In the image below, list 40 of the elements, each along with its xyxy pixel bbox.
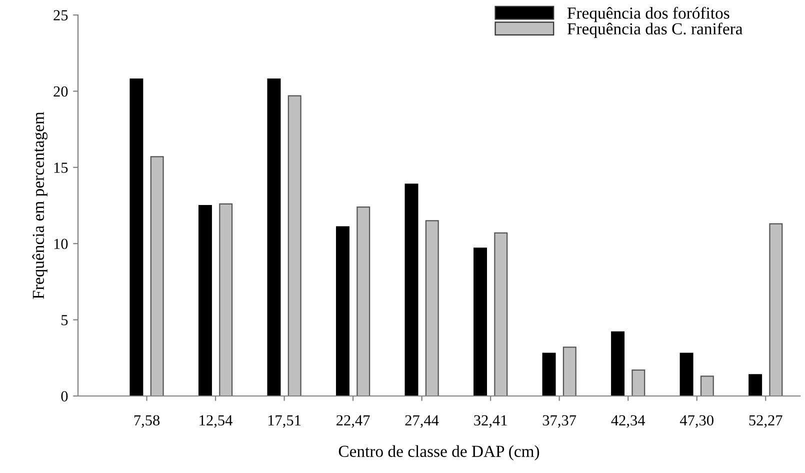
legend-label: Frequência das C. ranifera <box>567 22 743 38</box>
x-tick-label: 7,58 <box>134 415 160 428</box>
legend-label: Frequência dos forófitos <box>567 6 730 22</box>
bar <box>611 331 625 396</box>
y-tick-label: 20 <box>54 86 68 97</box>
bar <box>425 220 439 396</box>
x-tick-label: 37,37 <box>542 415 576 428</box>
x-tick-label: 52,27 <box>749 415 782 428</box>
bar <box>356 206 370 396</box>
x-tick-label: 27,44 <box>405 415 439 428</box>
bar <box>198 204 212 396</box>
bar <box>150 156 164 396</box>
x-tick-label: 22,47 <box>336 415 370 428</box>
bar <box>680 352 694 396</box>
bar <box>219 203 233 396</box>
bar <box>404 184 418 396</box>
y-tick-label: 0 <box>61 391 68 402</box>
bar <box>474 248 487 396</box>
x-tick-label: 12,54 <box>200 415 232 428</box>
x-tick-label: 42,34 <box>611 415 646 428</box>
x-tick-label: 47,30 <box>680 415 714 428</box>
y-tick-label: 10 <box>54 238 68 250</box>
bar <box>562 346 576 396</box>
bar <box>748 374 762 396</box>
bar <box>130 78 144 396</box>
x-tick-label: 17,51 <box>268 415 301 428</box>
bar <box>288 95 302 396</box>
y-axis-title: Frequência em percentagem <box>32 112 48 299</box>
bar <box>542 352 556 396</box>
bar <box>267 78 281 396</box>
y-tick-label: 25 <box>54 10 68 20</box>
x-tick-label: 32,41 <box>474 415 507 428</box>
bar <box>769 223 783 396</box>
bar <box>494 232 508 396</box>
bar <box>700 376 714 396</box>
bar <box>632 370 646 396</box>
x-axis-title: Centro de classe de DAP (cm) <box>338 445 540 460</box>
y-tick-label: 5 <box>62 315 68 326</box>
y-tick-label: 15 <box>54 162 68 173</box>
bar <box>336 226 350 396</box>
